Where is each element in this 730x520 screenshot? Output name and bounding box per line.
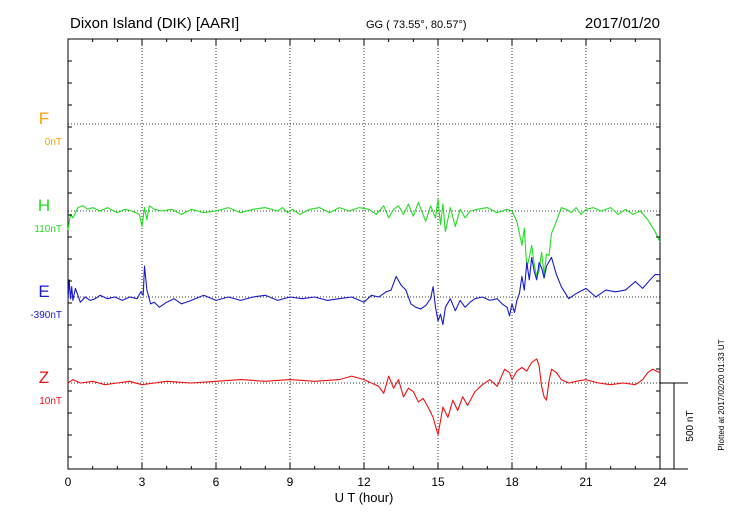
- x-tick-label: 18: [505, 475, 519, 489]
- series-name-f: F: [39, 109, 49, 128]
- scale-bar: 500 nT: [660, 382, 696, 470]
- scale-bar-label: 500 nT: [685, 410, 696, 441]
- station-title: Dixon Island (DIK) [AARI]: [70, 15, 239, 32]
- series-baseline-e: -390nT: [30, 310, 62, 321]
- series-name-z: Z: [39, 368, 49, 387]
- series-labels: F 0nT H 110nT E -390nT Z 10nT: [30, 109, 62, 407]
- x-tick-label: 12: [357, 475, 371, 489]
- x-tick-label: 21: [579, 475, 593, 489]
- x-tick-label: 6: [213, 475, 220, 489]
- x-tick-label: 15: [431, 475, 445, 489]
- plot-date: 2017/01/20: [585, 15, 660, 32]
- x-tick-label: 9: [287, 475, 294, 489]
- series-lines: [67, 198, 661, 436]
- plot-frame: [67, 38, 661, 470]
- series-line-z: [67, 358, 661, 436]
- series-line-e: [67, 256, 660, 326]
- series-name-h: H: [38, 196, 50, 215]
- x-axis-ticks: 0 3 6 9 12 15 18 21 24: [65, 39, 667, 489]
- series-baseline-f: 0nT: [45, 137, 62, 148]
- plotted-timestamp: Plotted at 2017/02/20 01:33 UT: [717, 339, 726, 450]
- grid-lines: [68, 39, 660, 469]
- station-coordinates: GG ( 73.55°, 80.57°): [366, 19, 467, 31]
- x-tick-label: 24: [653, 475, 667, 489]
- series-baseline-z: 10nT: [39, 396, 62, 407]
- x-axis-label: U T (hour): [335, 490, 394, 505]
- series-name-e: E: [38, 282, 49, 301]
- series-line-h: [67, 198, 661, 277]
- series-baseline-h: 110nT: [34, 224, 62, 235]
- x-tick-label: 0: [65, 475, 72, 489]
- x-tick-label: 3: [139, 475, 146, 489]
